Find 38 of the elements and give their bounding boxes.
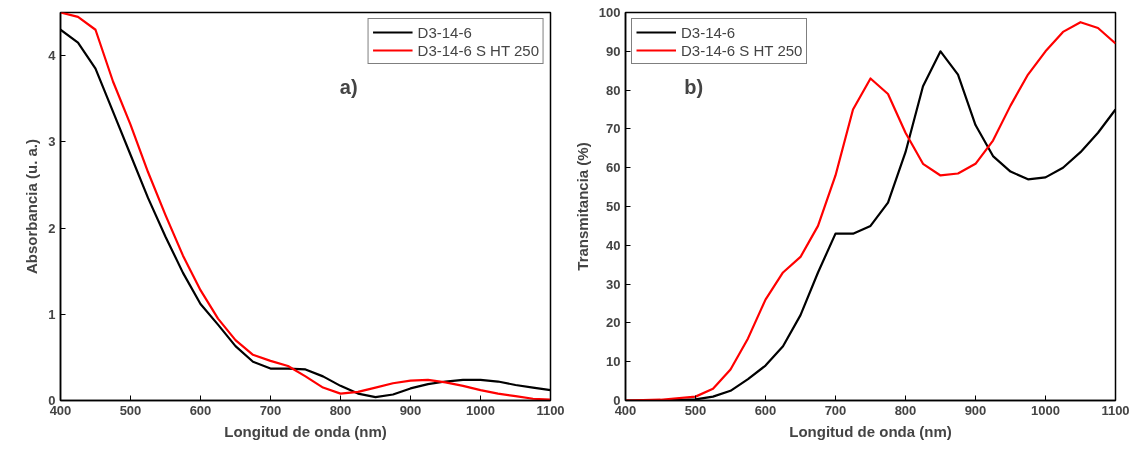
y-tick-label: 70 <box>606 121 621 137</box>
legend-label: D3-14-6 S HT 250 <box>417 41 539 59</box>
legend-label: D3-14-6 <box>681 23 736 41</box>
x-tick-label: 800 <box>894 402 917 418</box>
y-tick-label: 10 <box>606 354 621 370</box>
x-tick-label: 800 <box>329 402 352 418</box>
y-tick-label: 100 <box>598 5 621 20</box>
y-axis-title: Transmitancia (%) <box>573 142 591 271</box>
y-tick-label: 20 <box>606 315 621 331</box>
x-tick-label: 500 <box>119 402 142 418</box>
annotation: b) <box>684 75 704 98</box>
y-tick-label: 30 <box>606 276 621 292</box>
x-tick-label: 500 <box>684 402 707 418</box>
x-tick-label: 1000 <box>466 402 495 418</box>
y-tick-label: 90 <box>606 43 621 59</box>
y-tick-label: 80 <box>606 82 621 98</box>
x-axis-title: Longitud de onda (nm) <box>224 422 387 440</box>
legend-label: D3-14-6 <box>417 23 472 41</box>
x-tick-label: 900 <box>399 402 422 418</box>
x-tick-label: 900 <box>964 402 987 418</box>
x-axis-title: Longitud de onda (nm) <box>789 422 952 440</box>
x-tick-label: 600 <box>754 402 777 418</box>
x-tick-label: 1100 <box>536 402 565 418</box>
y-tick-label: 40 <box>606 237 621 253</box>
annotation: a) <box>339 75 358 98</box>
y-tick-label: 50 <box>606 199 621 214</box>
y-tick-label: 1 <box>48 306 56 322</box>
y-tick-label: 4 <box>48 48 57 64</box>
x-tick-label: 700 <box>259 402 282 418</box>
y-tick-label: 60 <box>606 160 621 176</box>
x-tick-label: 1100 <box>1101 402 1130 418</box>
y-tick-label: 3 <box>48 134 56 150</box>
legend-label: D3-14-6 S HT 250 <box>681 41 803 59</box>
x-tick-label: 600 <box>189 402 212 418</box>
x-tick-label: 1000 <box>1031 402 1060 418</box>
y-tick-label: 2 <box>48 220 56 236</box>
y-axis-title: Absorbancia (u. a.) <box>23 138 41 275</box>
x-tick-label: 700 <box>824 402 847 418</box>
